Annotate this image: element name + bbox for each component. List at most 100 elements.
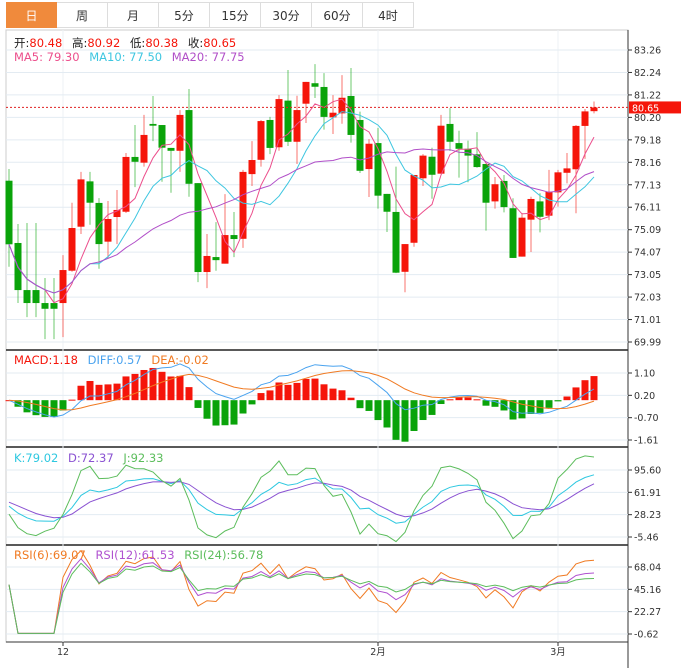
candle	[50, 277, 58, 340]
candle	[473, 132, 481, 168]
tab-30min[interactable]: 30分	[261, 2, 312, 28]
macd-bar	[122, 376, 130, 401]
candle-body	[518, 217, 526, 257]
diff-value: DIFF:0.57	[87, 353, 142, 367]
candle-body	[230, 235, 238, 240]
candle	[194, 183, 202, 283]
tab-5min[interactable]: 5分	[159, 2, 210, 28]
price-tick-label: 76.11	[634, 203, 661, 214]
candle-body	[266, 119, 274, 148]
kdj-tick-label: 95.60	[634, 466, 661, 477]
price-tick-label: 81.22	[634, 90, 661, 101]
macd-bar	[338, 390, 346, 401]
price-tick-label: 73.05	[634, 270, 661, 281]
ma20-line	[8, 148, 595, 294]
candle	[347, 68, 355, 143]
candle-body	[446, 123, 454, 142]
macd-bar	[185, 387, 193, 401]
candle	[572, 125, 580, 214]
candle-body	[356, 119, 364, 171]
diff-line	[8, 363, 595, 418]
macd-bar	[446, 399, 454, 401]
macd-bar	[167, 376, 175, 401]
candle-body	[410, 174, 418, 243]
ohlc-legend: 开:80.48 高:80.92 低:80.38 收:80.65	[14, 35, 242, 51]
candle	[428, 147, 436, 199]
candle-body	[392, 211, 400, 273]
tab-15min[interactable]: 15分	[210, 2, 261, 28]
x-axis-label: 12	[57, 647, 69, 658]
macd-bar	[104, 384, 112, 401]
candle	[491, 176, 499, 209]
price-tick-label: 75.09	[634, 225, 661, 236]
candle	[14, 224, 22, 304]
macd-bar	[527, 400, 535, 414]
macd-bar	[482, 400, 490, 406]
j-value: J:92.33	[123, 451, 164, 465]
candle	[167, 147, 175, 193]
macd-bar	[518, 400, 526, 419]
candle-body	[149, 123, 157, 126]
price-tick-label: 79.18	[634, 135, 661, 146]
candle	[446, 108, 454, 152]
candle-body	[464, 148, 472, 156]
candle-body	[347, 95, 355, 135]
macd-legend: MACD:1.18 DIFF:0.57 DEA:-0.02	[14, 353, 215, 367]
candle	[158, 125, 166, 182]
low-label: 低:	[129, 36, 146, 50]
tab-day[interactable]: 日	[6, 2, 57, 28]
candle	[131, 125, 139, 188]
price-tick-label: 78.16	[634, 158, 661, 169]
macd-bar	[347, 397, 355, 401]
candle	[5, 169, 13, 267]
candle-body	[176, 114, 184, 151]
rsi24-value: RSI(24):56.78	[184, 548, 264, 562]
tab-month[interactable]: 月	[108, 2, 159, 28]
price-tick-label: 72.03	[634, 293, 661, 304]
candle	[311, 64, 319, 98]
candle	[482, 163, 490, 231]
price-tick-label: 74.07	[634, 248, 661, 259]
candle-body	[212, 257, 220, 261]
ma-legend: MA5: 79.30 MA10: 77.50 MA20: 77.75	[14, 50, 251, 64]
last-price-badge	[629, 101, 681, 114]
macd-bar	[320, 384, 328, 401]
candle-body	[257, 121, 265, 160]
candle-body	[491, 184, 499, 202]
dea-line	[8, 370, 595, 411]
macd-tick-label: -1.61	[634, 436, 659, 447]
candle-body	[374, 143, 382, 196]
macd-tick-label: 0.20	[634, 391, 655, 402]
macd-bar	[158, 371, 166, 401]
macd-bar	[14, 400, 22, 407]
candle-body	[527, 198, 535, 220]
candle	[221, 194, 229, 264]
macd-bar	[509, 400, 517, 420]
tab-60min[interactable]: 60分	[312, 2, 363, 28]
last-price-label: 80.65	[632, 103, 659, 114]
candle	[302, 81, 310, 124]
macd-bar	[131, 373, 139, 401]
kdj-tick-label: -5.46	[634, 533, 659, 544]
tab-4hour[interactable]: 4时	[363, 2, 414, 28]
candle	[140, 114, 148, 167]
macd-bar	[266, 390, 274, 401]
candle-body	[140, 134, 148, 163]
candle	[176, 110, 184, 172]
macd-bar	[383, 400, 391, 428]
tab-week[interactable]: 周	[57, 2, 108, 28]
candle-body	[239, 171, 247, 239]
rsi12-value: RSI(12):61.53	[95, 548, 175, 562]
candle	[185, 88, 193, 197]
macd-tick-label: 1.10	[634, 369, 655, 380]
candle	[410, 174, 418, 247]
candle-body	[563, 168, 571, 173]
candle-body	[131, 156, 139, 162]
candle-body	[320, 86, 328, 117]
candle	[59, 255, 67, 338]
candle	[239, 169, 247, 248]
candle	[257, 119, 265, 167]
candle	[320, 73, 328, 130]
rsi24-line	[8, 562, 595, 634]
